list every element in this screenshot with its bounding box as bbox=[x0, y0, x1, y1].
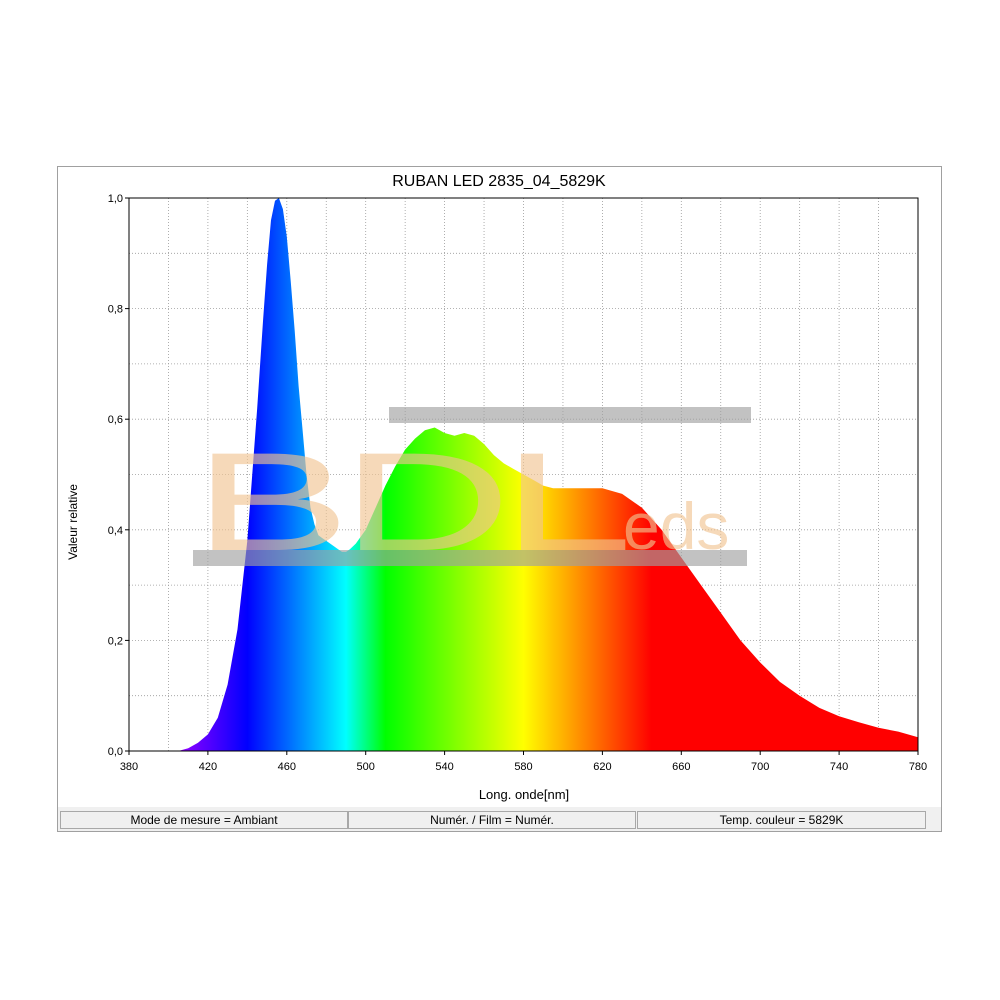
x-tick-label: 740 bbox=[830, 761, 848, 773]
x-tick-label: 700 bbox=[751, 761, 769, 773]
x-tick-label: 500 bbox=[357, 761, 375, 773]
watermark-logo: BDL eds bbox=[193, 407, 751, 580]
chart-window: RUBAN LED 2835_04_5829K BDL eds 380 420 46… bbox=[57, 166, 942, 832]
y-axis-label: Valeur relative bbox=[66, 484, 80, 560]
status-mode: Mode de mesure = Ambiant bbox=[60, 811, 348, 829]
x-tick-label: 660 bbox=[672, 761, 690, 773]
status-bar: Mode de mesure = Ambiant Numér. / Film =… bbox=[58, 807, 941, 831]
status-numer: Numér. / Film = Numér. bbox=[348, 811, 636, 829]
x-tick-label: 780 bbox=[909, 761, 927, 773]
status-temp: Temp. couleur = 5829K bbox=[637, 811, 926, 829]
spectrum-area bbox=[178, 198, 919, 751]
x-axis-label: Long. onde[nm] bbox=[479, 787, 569, 802]
x-tick-label: 540 bbox=[435, 761, 453, 773]
spectrum-chart: RUBAN LED 2835_04_5829K BDL eds 380 420 46… bbox=[66, 173, 927, 802]
axes: 380 420 460 500 540 580 620 660 700 740 780 0,0 0,2 0… bbox=[108, 193, 927, 773]
x-tick-label: 420 bbox=[199, 761, 217, 773]
x-tick-label: 620 bbox=[593, 761, 611, 773]
y-tick-label: 0,2 bbox=[108, 635, 123, 647]
y-tick-label: 1,0 bbox=[108, 193, 123, 205]
y-tick-label: 0,6 bbox=[108, 414, 123, 426]
x-tick-label: 580 bbox=[514, 761, 532, 773]
chart-title: RUBAN LED 2835_04_5829K bbox=[392, 173, 606, 190]
y-tick-label: 0,8 bbox=[108, 304, 123, 316]
x-tick-label: 460 bbox=[278, 761, 296, 773]
x-tick-label: 380 bbox=[120, 761, 138, 773]
y-tick-label: 0,0 bbox=[108, 746, 123, 758]
y-tick-label: 0,4 bbox=[108, 525, 123, 537]
